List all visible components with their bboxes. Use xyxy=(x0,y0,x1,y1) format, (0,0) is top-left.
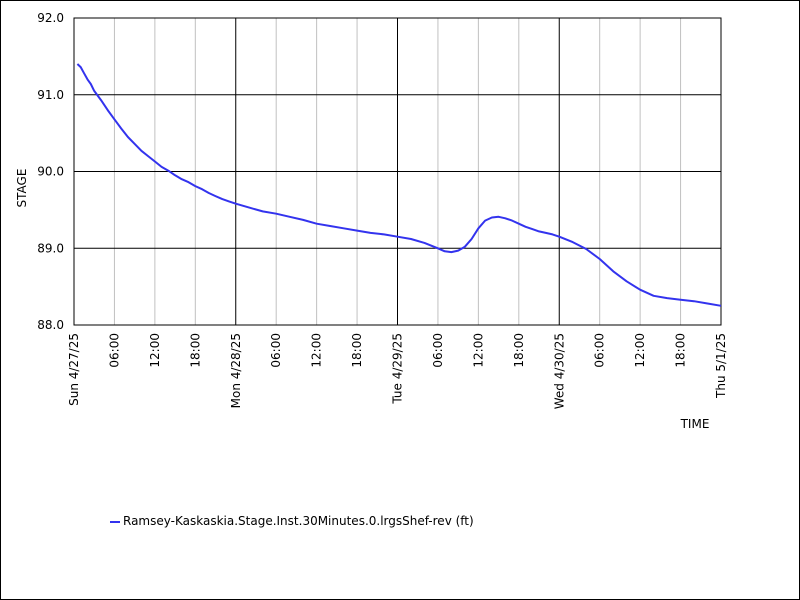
x-tick-label: 12:00 xyxy=(310,333,324,368)
legend: Ramsey-Kaskaskia.Stage.Inst.30Minutes.0.… xyxy=(110,514,474,528)
x-tick-label: 12:00 xyxy=(471,333,485,368)
x-tick-label: 06:00 xyxy=(431,333,445,368)
y-tick-label: 91.0 xyxy=(37,88,64,102)
x-tick-label: Sun 4/27/25 xyxy=(67,333,81,406)
x-tick-label: 06:00 xyxy=(593,333,607,368)
y-tick-label: 89.0 xyxy=(37,241,64,255)
legend-swatch xyxy=(110,520,120,523)
x-tick-labels: Sun 4/27/25 06:00 12:00 18:00 Mon 4/28/25 06:… xyxy=(67,333,728,409)
x-tick-label: 12:00 xyxy=(633,333,647,368)
x-tick-label: Tue 4/29/25 xyxy=(391,333,405,405)
x-tick-label: 12:00 xyxy=(148,333,162,368)
x-tick-label: 06:00 xyxy=(269,333,283,368)
x-tick-label: Mon 4/28/25 xyxy=(229,333,243,408)
x-axis-label: TIME xyxy=(680,417,710,431)
y-tick-label: 92.0 xyxy=(37,11,64,25)
y-tick-label: 88.0 xyxy=(37,318,64,332)
x-tick-label: 18:00 xyxy=(674,333,688,368)
x-tick-label: Wed 4/30/25 xyxy=(552,333,566,409)
plot-area-border xyxy=(73,17,722,326)
y-tick-labels: 88.0 89.0 90.0 91.0 92.0 xyxy=(37,11,64,332)
y-tick-label: 90.0 xyxy=(37,165,64,179)
x-tick-label: 18:00 xyxy=(350,333,364,368)
series-line-ramsey-kaskaskia-stage xyxy=(76,63,722,307)
y-axis-label: STAGE xyxy=(15,169,29,208)
x-tick-label: 06:00 xyxy=(107,333,121,368)
legend-series-label: Ramsey-Kaskaskia.Stage.Inst.30Minutes.0.… xyxy=(123,514,474,528)
x-tick-label: 18:00 xyxy=(512,333,526,368)
x-tick-label: 18:00 xyxy=(188,333,202,368)
grid-layer xyxy=(74,18,721,325)
x-tick-label: Thu 5/1/25 xyxy=(714,333,728,399)
